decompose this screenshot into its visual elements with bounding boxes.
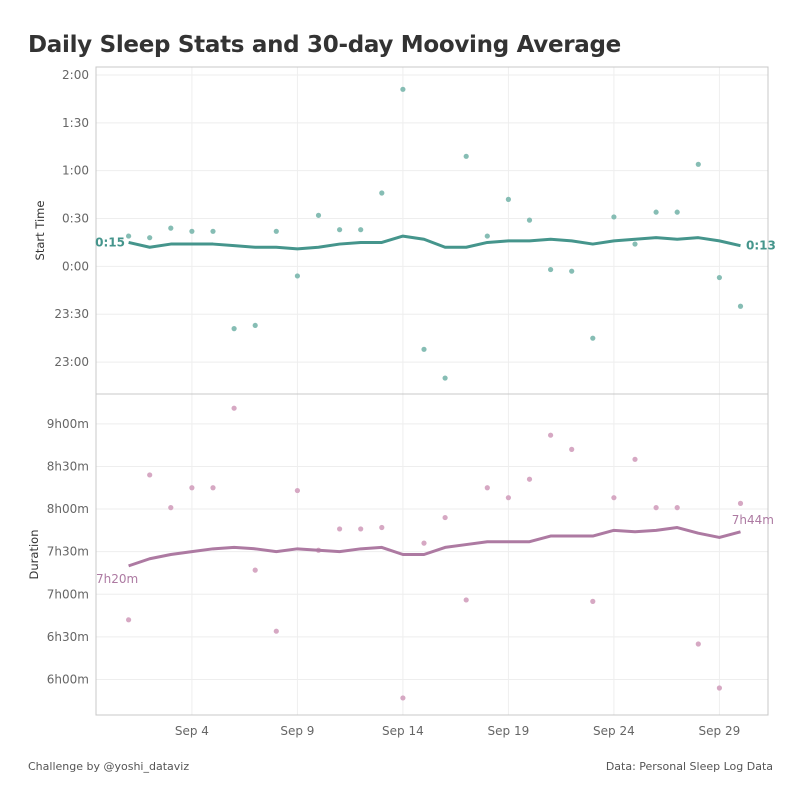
daily-point <box>337 227 343 233</box>
y-tick-label: 8h00m <box>47 502 89 516</box>
daily-point <box>716 685 723 691</box>
y-tick-label: 1:30 <box>62 116 89 130</box>
daily-point <box>674 505 680 511</box>
y-tick-label: 6h00m <box>47 672 89 686</box>
daily-point <box>189 228 195 234</box>
y-tick-label: 8h30m <box>47 459 89 473</box>
daily-point <box>147 235 153 241</box>
daily-point <box>442 375 448 381</box>
daily-point <box>421 540 427 546</box>
y-tick-label: 1:00 <box>62 164 89 178</box>
daily-point <box>358 526 364 532</box>
daily-point <box>569 446 575 452</box>
y-axis-label: Start Time <box>33 201 47 261</box>
daily-point <box>737 500 744 506</box>
daily-point <box>484 233 490 239</box>
daily-point <box>716 274 723 281</box>
y-tick-label: 0:30 <box>62 212 89 226</box>
daily-point <box>210 228 216 234</box>
daily-point <box>632 241 638 247</box>
x-tick-label: Sep 29 <box>699 724 741 738</box>
y-tick-label: 6h30m <box>47 630 89 644</box>
x-tick-label: Sep 19 <box>488 724 530 738</box>
daily-point <box>168 505 174 511</box>
panel-frame <box>95 66 769 395</box>
daily-point <box>463 153 469 159</box>
daily-point <box>231 405 237 411</box>
daily-point <box>252 567 258 573</box>
daily-point <box>632 456 638 462</box>
daily-point <box>273 628 279 634</box>
daily-point <box>421 346 427 352</box>
daily-point <box>379 524 385 531</box>
daily-point <box>569 268 575 274</box>
daily-point <box>210 485 216 491</box>
x-tick-label: Sep 14 <box>382 724 424 738</box>
daily-point <box>505 495 511 501</box>
daily-point <box>189 485 195 491</box>
daily-point <box>548 266 554 273</box>
daily-point <box>484 485 490 491</box>
daily-point <box>273 228 279 234</box>
daily-point <box>674 209 680 215</box>
chart-title: Daily Sleep Stats and 30-day Mooving Ave… <box>28 32 621 58</box>
daily-point <box>526 217 533 223</box>
daily-point <box>611 214 617 220</box>
daily-point <box>337 526 343 532</box>
footer-credit: Challenge by @yoshi_dataviz <box>28 760 190 773</box>
daily-point <box>548 432 554 438</box>
daily-point <box>442 514 448 521</box>
y-tick-label: 23:30 <box>54 307 89 321</box>
daily-point <box>526 476 533 482</box>
x-tick-label: Sep 4 <box>175 724 209 738</box>
panel-frame <box>95 393 769 716</box>
moving-average-line <box>128 526 741 568</box>
daily-point <box>463 597 469 603</box>
y-tick-label: 2:00 <box>62 68 89 82</box>
moving-average-line <box>128 234 741 251</box>
daily-point <box>252 322 258 329</box>
y-tick-label: 7h30m <box>47 545 89 559</box>
daily-point <box>294 273 300 279</box>
last-average-label: 0:13 <box>746 239 776 253</box>
daily-point <box>590 335 596 341</box>
daily-point <box>400 695 406 701</box>
daily-point <box>126 233 132 239</box>
x-tick-label: Sep 24 <box>593 724 635 738</box>
daily-point <box>400 86 406 92</box>
daily-point <box>358 227 364 233</box>
footer-source: Data: Personal Sleep Log Data <box>605 760 773 773</box>
y-tick-label: 7h00m <box>47 587 89 601</box>
daily-point <box>505 196 511 202</box>
daily-point <box>147 472 153 478</box>
daily-point <box>379 190 385 196</box>
daily-point <box>611 495 617 501</box>
daily-point <box>653 505 659 511</box>
daily-point <box>294 487 300 494</box>
daily-point <box>737 303 744 309</box>
daily-point <box>315 212 322 218</box>
panel-start-time: 2:00 1:30 1:00 0:30 0:00 23:30 23:00 Start Time… <box>33 66 776 395</box>
daily-point <box>231 326 237 332</box>
daily-point <box>126 617 132 623</box>
panel-duration: 9h00m 8h30m 8h00m 7h30m 7h00m 6h30m 6h00m Durat… <box>27 393 774 716</box>
x-tick-label: Sep 9 <box>280 724 314 738</box>
daily-point <box>695 161 701 167</box>
daily-point <box>168 225 174 231</box>
first-average-label: 0:15 <box>95 235 125 249</box>
y-tick-label: 23:00 <box>54 355 89 369</box>
daily-point <box>590 598 596 604</box>
y-axis-label: Duration <box>27 530 41 580</box>
y-tick-label: 9h00m <box>47 417 89 431</box>
daily-point <box>653 209 659 215</box>
last-average-label: 7h44m <box>732 513 774 527</box>
first-average-label: 7h20m <box>96 572 138 586</box>
daily-point <box>695 641 701 647</box>
y-tick-label: 0:00 <box>62 259 89 273</box>
